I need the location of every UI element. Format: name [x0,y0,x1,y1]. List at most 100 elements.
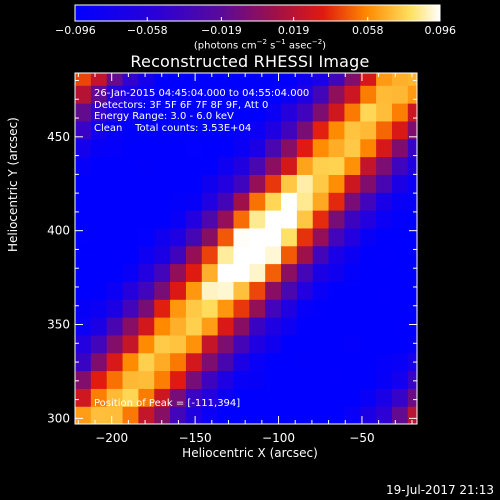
heatmap-cell [106,388,124,407]
heatmap-cell [217,138,235,158]
heatmap-cell [170,120,187,140]
heatmap-cell [344,352,361,372]
heatmap-cell [249,406,266,424]
colorbar-tick-label: −0.058 [127,24,168,37]
heatmap-cell [376,406,393,424]
heatmap-cell [376,352,393,372]
heatmap-cell [106,263,124,282]
heatmap-cell [296,227,314,247]
heatmap-cell [75,334,92,354]
heatmap-cell [281,299,298,318]
heatmap-cell [185,245,203,265]
heatmap-cell [201,85,219,104]
heatmap-cell [75,210,92,229]
heatmap-cell [170,263,187,282]
footer-timestamp: 19-Jul-2017 21:13 [385,483,494,497]
heatmap-cell [217,210,235,229]
heatmap-cell [90,317,108,336]
colorbar-tick-label: 0.096 [425,24,457,37]
heatmap-cell [360,85,377,104]
heatmap-cell [90,120,108,140]
heatmap-cell [265,138,282,158]
heatmap-cell [407,138,417,158]
heatmap-cell [407,120,417,140]
heatmap-cell [154,370,171,389]
heatmap-cell [217,73,235,86]
heatmap-cell [217,388,235,407]
heatmap-cell [296,281,314,300]
heatmap-cell [328,120,346,140]
heatmap-cell [170,138,187,158]
heatmap-cell [217,299,235,318]
heatmap-cell [122,120,139,140]
heatmap-cell [249,281,266,300]
heatmap-cell [170,245,187,265]
heatmap-cell [217,192,235,211]
heatmap-cell [106,73,124,86]
heatmap-cell [391,192,409,211]
heatmap-cell [122,227,139,247]
heatmap-cell [249,138,266,158]
heatmap-cell [296,317,314,336]
heatmap-cell [138,138,155,158]
heatmap-cell [407,317,417,336]
heatmap-cell [185,370,203,389]
heatmap-cell [106,210,124,229]
energy-range-label: Energy Range: 3.0 - 6.0 keV [94,111,234,122]
heatmap-cell [75,227,92,247]
heatmap-cell [170,388,187,407]
heatmap-cell [328,263,346,282]
heatmap-cell [185,406,203,424]
heatmap-cell [265,334,282,354]
heatmap-cell [154,210,171,229]
x-tick-label: −200 [95,431,128,445]
heatmap-cell [106,103,124,122]
heatmap-cell [90,138,108,158]
heatmap-cell [154,317,171,336]
heatmap-cell [376,73,393,86]
heatmap-cell [376,299,393,318]
heatmap-cell [344,103,361,122]
heatmap-cell [328,317,346,336]
heatmap-cell [106,317,124,336]
heatmap-cell [312,138,330,158]
heatmap-cell [90,103,108,122]
heatmap-cell [281,317,298,336]
x-tick-label: −50 [349,431,374,445]
heatmap-cell [233,245,250,265]
heatmap-cell [391,174,409,193]
heatmap-cell [233,406,250,424]
heatmap-cell [344,85,361,104]
heatmap-cell [106,334,124,354]
heatmap-cell [170,299,187,318]
heatmap-cell [328,370,346,389]
plot-frame [74,72,418,425]
heatmap-cell [75,370,92,389]
heatmap-cell [391,334,409,354]
heatmap-cell [265,210,282,229]
heatmap-cell [201,352,219,372]
heatmap-cell [328,388,346,407]
heatmap-cell [154,406,171,424]
heatmap-cell [281,210,298,229]
heatmap-cell [201,73,219,86]
heatmap-cell [281,73,298,86]
heatmap-cell [122,388,139,407]
chart-title: Reconstructed RHESSI Image [130,52,370,71]
heatmap-cell [281,388,298,407]
heatmap-cell [328,352,346,372]
heatmap-cell [90,299,108,318]
heatmap-cell [376,156,393,175]
heatmap-cell [75,156,92,175]
heatmap-cell [138,281,155,300]
heatmap-cell [201,103,219,122]
heatmap-cell [122,210,139,229]
heatmap-cell [312,299,330,318]
heatmap-cell [391,299,409,318]
heatmap-cell [407,156,417,175]
heatmap-cell [201,138,219,158]
heatmap-cell [376,281,393,300]
heatmap-cell [217,334,235,354]
heatmap-cell [106,299,124,318]
heatmap-cell [154,156,171,175]
